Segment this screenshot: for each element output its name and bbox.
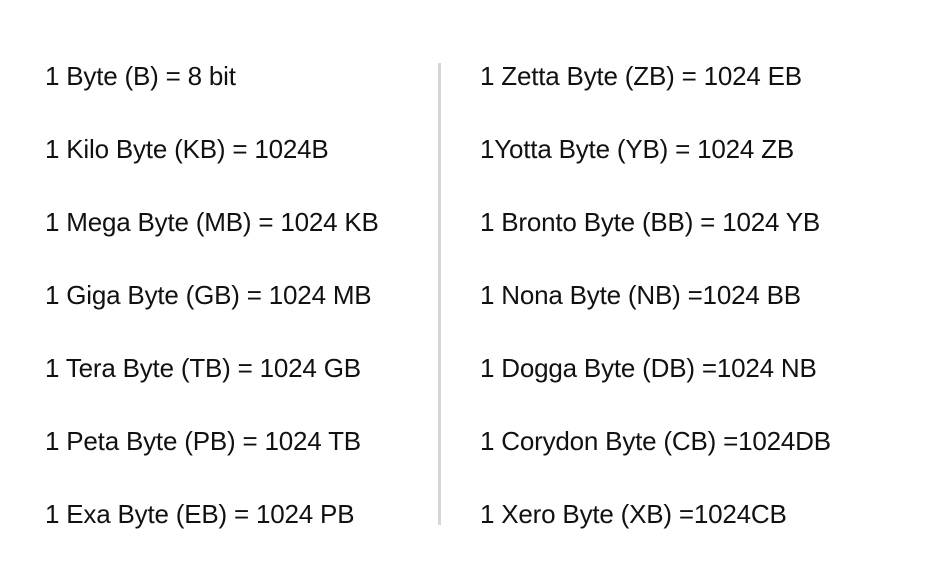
unit-row: 1 Xero Byte (XB) =1024CB — [480, 499, 787, 529]
unit-row: 1 Bronto Byte (BB) = 1024 YB — [480, 207, 821, 237]
unit-row: 1 Nona Byte (NB) =1024 BB — [480, 280, 801, 310]
unit-row: 1 Zetta Byte (ZB) = 1024 EB — [480, 61, 802, 91]
unit-row: 1 Peta Byte (PB) = 1024 TB — [45, 426, 361, 456]
unit-row: 1 Byte (B) = 8 bit — [45, 61, 236, 91]
unit-row: 1 Giga Byte (GB) = 1024 MB — [45, 280, 372, 310]
left-column: 1 Byte (B) = 8 bit 1 Kilo Byte (KB) = 10… — [45, 56, 379, 567]
column-divider — [438, 63, 441, 525]
unit-row: 1 Tera Byte (TB) = 1024 GB — [45, 353, 361, 383]
unit-row: 1 Dogga Byte (DB) =1024 NB — [480, 353, 817, 383]
unit-row: 1 Mega Byte (MB) = 1024 KB — [45, 207, 379, 237]
unit-row: 1 Exa Byte (EB) = 1024 PB — [45, 499, 355, 529]
unit-row: 1 Corydon Byte (CB) =1024DB — [480, 426, 831, 456]
unit-row: 1 Kilo Byte (KB) = 1024B — [45, 134, 329, 164]
unit-row: 1Yotta Byte (YB) = 1024 ZB — [480, 134, 794, 164]
right-column: 1 Zetta Byte (ZB) = 1024 EB 1Yotta Byte … — [480, 56, 831, 567]
